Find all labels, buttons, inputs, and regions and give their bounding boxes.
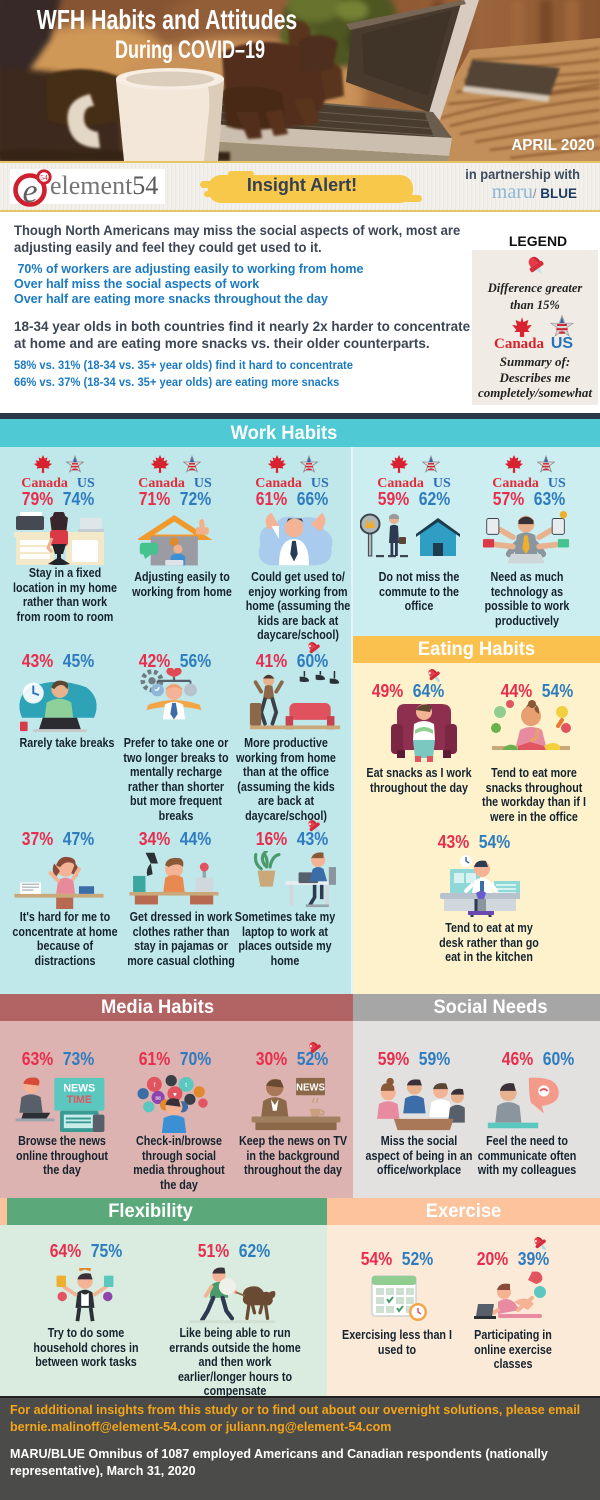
svg-text:NEWS: NEWS [296, 1082, 325, 1093]
svg-text:t: t [185, 1082, 187, 1089]
svg-text:TIME: TIME [67, 1094, 92, 1106]
svg-text:✉: ✉ [155, 1095, 161, 1102]
svg-text:54: 54 [40, 173, 48, 182]
svg-text:NEWS: NEWS [63, 1082, 95, 1094]
svg-text:f: f [153, 1082, 155, 1089]
svg-text:e: e [22, 173, 37, 208]
svg-text:♥: ♥ [173, 1092, 177, 1099]
